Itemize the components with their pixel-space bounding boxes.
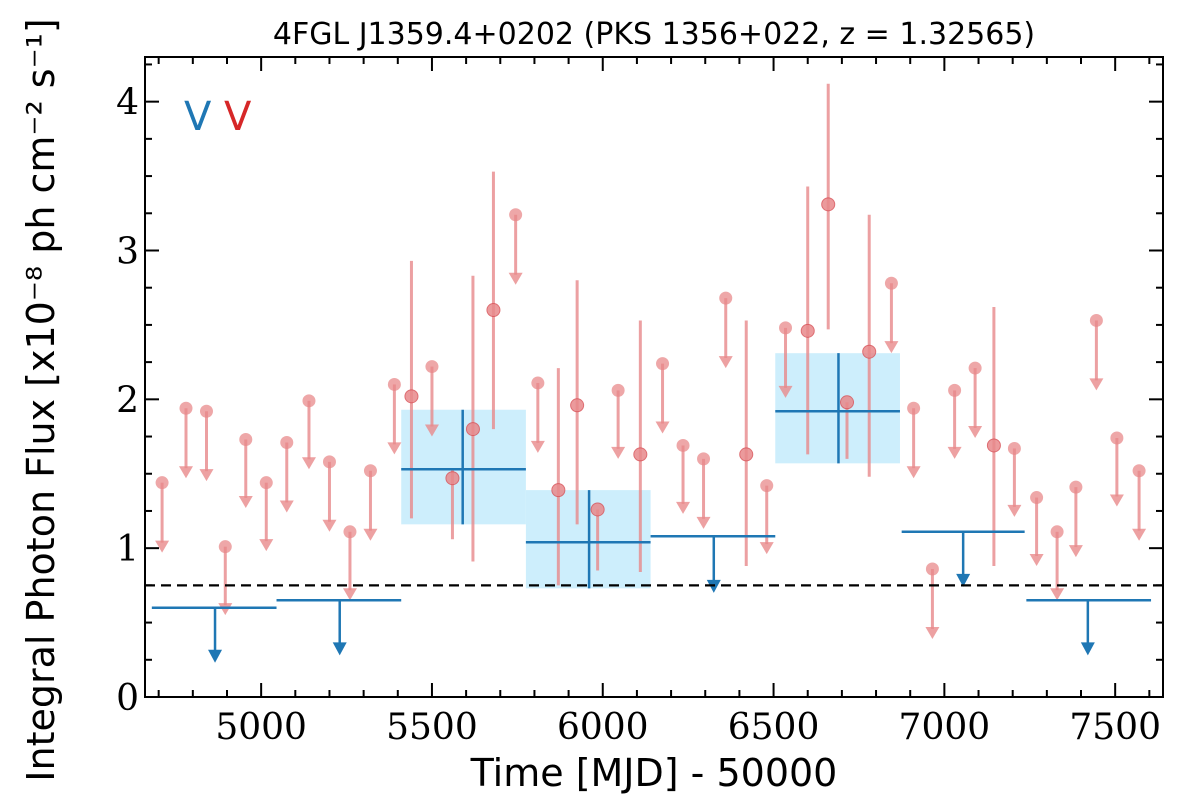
x-axis-label: Time [MJD] - 50000	[470, 751, 838, 795]
red-upper-limit-arrow	[301, 457, 316, 470]
red-upper-limit-arrow	[238, 495, 253, 508]
blue-upper-limit-arrow	[208, 649, 223, 663]
red-upper-limit-arrow	[424, 424, 439, 437]
y-tick-label: 0	[116, 678, 139, 719]
axis-ticks	[145, 57, 1163, 698]
red-upper-limit-arrow	[906, 466, 921, 479]
legend-entry: V	[224, 94, 252, 140]
red-upper-limit-arrow	[279, 500, 294, 513]
plot-frame	[144, 56, 1164, 698]
red-upper-limit-arrow	[696, 516, 711, 529]
red-data-point	[840, 395, 855, 410]
red-upper-limit-arrow	[884, 341, 899, 354]
red-data-point	[739, 447, 754, 462]
x-tick-label: 5500	[386, 707, 478, 748]
red-upper-limit-arrow	[218, 603, 233, 616]
red-upper-limit-arrow	[363, 528, 378, 541]
y-tick-label: 3	[116, 231, 139, 272]
red-upper-limit-arrow	[322, 519, 337, 532]
red-data-point	[986, 438, 1001, 453]
red-upper-limit-arrow	[968, 426, 983, 439]
red-upper-limit-arrow	[530, 440, 545, 453]
red-data-point	[590, 502, 605, 517]
legend-entry: V	[184, 94, 212, 140]
y-tick-label: 2	[116, 380, 139, 421]
blue-upper-limit-arrow	[956, 573, 971, 587]
blue-upper-limit-arrow	[1080, 642, 1095, 656]
red-upper-limit-arrow	[155, 540, 170, 553]
red-data-point	[465, 422, 480, 437]
red-data-point	[800, 323, 815, 338]
red-upper-limit-arrow	[342, 588, 357, 601]
y-tick-label: 4	[116, 83, 139, 124]
red-upper-limit-arrow	[1007, 504, 1022, 517]
red-series	[155, 83, 1147, 639]
red-upper-limit-arrow	[1132, 528, 1147, 541]
red-data-point	[821, 197, 836, 212]
chart-title: 4FGL J1359.4+0202 (PKS 1356+022, z = 1.3…	[273, 17, 1035, 52]
red-upper-limit-arrow	[508, 272, 523, 285]
red-data-point	[862, 344, 877, 359]
red-data-point	[570, 398, 585, 413]
x-tick-label: 6500	[728, 707, 820, 748]
red-upper-limit-arrow	[925, 626, 940, 639]
red-upper-limit-arrow	[718, 356, 733, 369]
red-upper-limit-arrow	[759, 542, 774, 555]
red-data-point	[486, 303, 501, 318]
red-upper-limit-arrow	[1050, 588, 1065, 601]
blue-upper-limit-arrow	[332, 642, 347, 656]
x-tick-label: 7500	[1069, 707, 1161, 748]
red-upper-limit-arrow	[1029, 554, 1044, 567]
y-axis-label: Integral Photon Flux [x10⁻⁸ ph cm⁻² s⁻¹]	[19, 18, 63, 781]
red-data-point	[633, 447, 648, 462]
red-upper-limit-arrow	[1089, 378, 1104, 391]
red-upper-limit-arrow	[778, 385, 793, 398]
red-data-point	[404, 389, 419, 404]
red-upper-limit-arrow	[259, 539, 274, 552]
blue-series	[151, 353, 1152, 663]
blue-bands	[401, 353, 900, 589]
y-tick-labels: 0 1 2 3 4	[116, 83, 139, 719]
red-upper-limit-arrow	[1068, 545, 1083, 558]
red-data-point	[551, 483, 566, 498]
red-data-point	[445, 471, 460, 486]
red-upper-limit-arrow	[611, 446, 626, 459]
x-tick-labels: 5000 5500 6000 6500 7000 7500	[215, 707, 1161, 748]
x-tick-label: 6000	[557, 707, 649, 748]
x-tick-label: 7000	[899, 707, 991, 748]
red-upper-limit-arrow	[387, 442, 402, 455]
red-upper-limit-arrow	[199, 469, 214, 482]
red-upper-limit-arrow	[655, 421, 670, 434]
red-upper-limit-arrow	[676, 501, 691, 514]
red-upper-limit-arrow	[1109, 494, 1124, 507]
x-tick-label: 5000	[215, 707, 307, 748]
red-upper-limit-arrow	[947, 446, 962, 459]
y-tick-label: 1	[116, 529, 139, 570]
red-upper-limit-arrow	[178, 466, 193, 479]
